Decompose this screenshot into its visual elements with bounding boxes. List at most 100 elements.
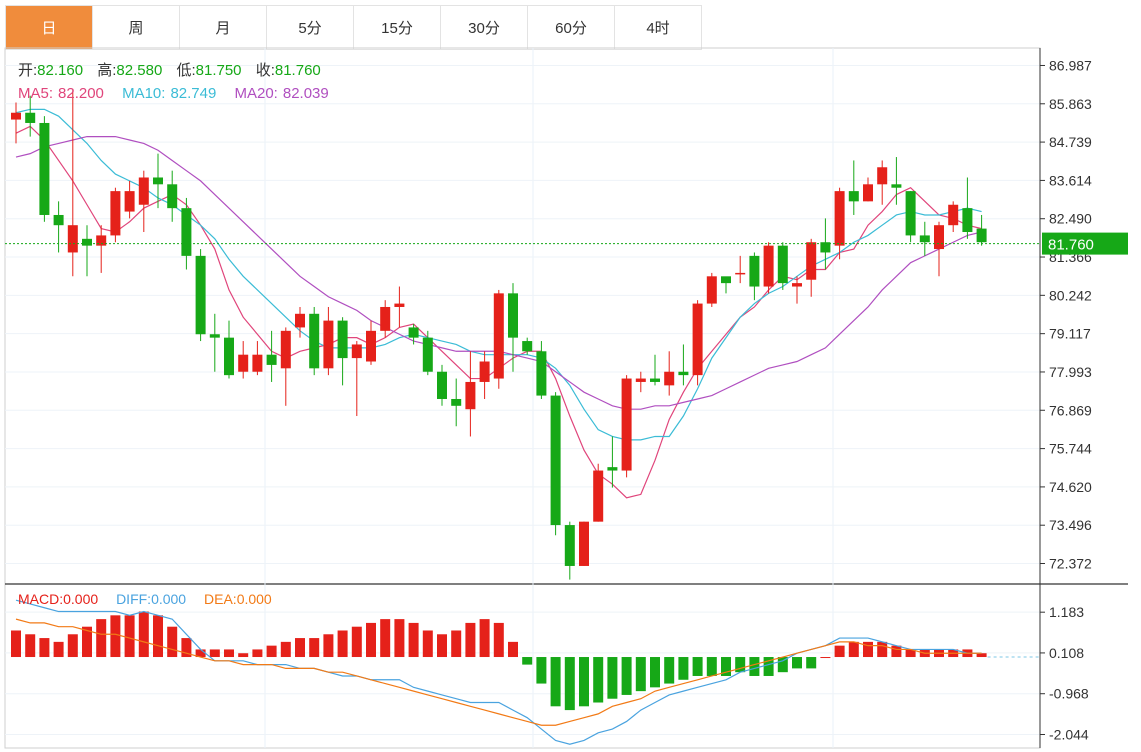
close-label: 收: (256, 62, 275, 79)
diff-value: 0.000 (151, 591, 186, 607)
candle (593, 463, 604, 522)
diff-label: DIFF: (116, 591, 151, 607)
macd-bar (564, 657, 575, 711)
macd-bar (11, 630, 21, 658)
price-axis: 86.98785.86384.73983.61482.49081.36680.2… (5, 48, 1128, 748)
dea-line (15, 618, 982, 726)
candle (607, 436, 618, 488)
candle-body (650, 378, 660, 382)
tab-day[interactable]: 日 (6, 6, 93, 49)
tab-30min[interactable]: 30分 (441, 6, 528, 49)
tab-15min[interactable]: 15分 (354, 6, 441, 49)
candle (919, 221, 930, 256)
macd-bar (394, 619, 405, 658)
candle-body (465, 381, 476, 410)
candle-body (678, 371, 689, 376)
candle (408, 324, 419, 345)
candle-body (522, 341, 533, 352)
candle-body (323, 320, 334, 369)
candle-body (39, 122, 50, 215)
candle (366, 320, 376, 365)
candle (664, 351, 675, 396)
macd-bar (607, 657, 618, 699)
macd-bar (735, 657, 746, 673)
macd-bar (266, 645, 277, 658)
open-label: 开: (18, 62, 37, 79)
candle-body (905, 191, 916, 236)
candle-body (919, 235, 930, 243)
candle-body (309, 313, 320, 369)
macd-bar (295, 638, 305, 658)
candle (394, 286, 405, 328)
candle-body (53, 214, 64, 226)
price-tick-label: 74.620 (1049, 479, 1092, 495)
candle-body (252, 354, 263, 372)
candle (437, 364, 447, 406)
macd-bar (891, 645, 902, 658)
candle-body (408, 327, 419, 338)
candle-body (437, 371, 447, 399)
candle (635, 371, 646, 393)
macd-panel (11, 599, 1040, 745)
price-tick-label: 75.744 (1049, 441, 1092, 457)
tab-week[interactable]: 周 (93, 6, 180, 49)
candle (550, 392, 561, 536)
ma10-label: MA10: (122, 85, 165, 102)
candle (522, 337, 533, 355)
tab-5min[interactable]: 5分 (267, 6, 354, 49)
macd-bar (422, 630, 433, 658)
candle-body (351, 344, 362, 359)
macd-tick-label: 0.108 (1049, 645, 1084, 661)
candle (309, 306, 320, 376)
candle (266, 330, 277, 382)
price-tick-label: 73.496 (1049, 517, 1092, 533)
candle-body (692, 303, 703, 376)
candle-body (763, 245, 774, 287)
candle-body (962, 208, 973, 233)
candle-body (96, 235, 107, 246)
tab-60min[interactable]: 60分 (528, 6, 615, 49)
candle (848, 160, 859, 215)
candle-body (635, 378, 646, 382)
candle (806, 238, 817, 297)
candle-body (266, 354, 277, 365)
candle (295, 306, 305, 338)
candle-body (877, 167, 888, 185)
macd-bar (579, 657, 589, 707)
macd-bar (366, 622, 376, 658)
candle (167, 170, 178, 222)
candle (976, 214, 987, 246)
macd-bar (451, 630, 462, 658)
candle-body (110, 191, 121, 236)
macd-bar (437, 634, 447, 658)
candle-body (721, 276, 731, 284)
candle (280, 327, 291, 406)
macd-bar (550, 657, 561, 707)
ma20-label: MA20: (235, 85, 278, 102)
candle-body (209, 334, 220, 338)
timeframe-tabs: 日 周 月 5分 15分 30分 60分 4时 (5, 5, 702, 50)
candle-body (579, 521, 589, 566)
candle (323, 306, 334, 376)
candle-body (536, 351, 547, 396)
price-tick-label: 76.869 (1049, 402, 1092, 418)
macd-bar (522, 657, 533, 665)
candle (763, 242, 774, 294)
candle (579, 521, 589, 566)
candle (706, 272, 717, 307)
tab-month[interactable]: 月 (180, 6, 267, 49)
candle (536, 341, 547, 399)
candle-body (153, 177, 163, 185)
candle-body (934, 225, 944, 250)
macd-bar (650, 657, 660, 688)
candle (252, 341, 263, 376)
close-value: 81.760 (275, 62, 321, 79)
high-label: 高: (97, 62, 116, 79)
macd-bar (195, 649, 206, 658)
dea-label: DEA: (204, 591, 237, 607)
price-tick-label: 80.242 (1049, 287, 1092, 303)
macd-bar (167, 626, 178, 658)
candle-body (508, 293, 518, 338)
tab-4hour[interactable]: 4时 (615, 6, 702, 49)
